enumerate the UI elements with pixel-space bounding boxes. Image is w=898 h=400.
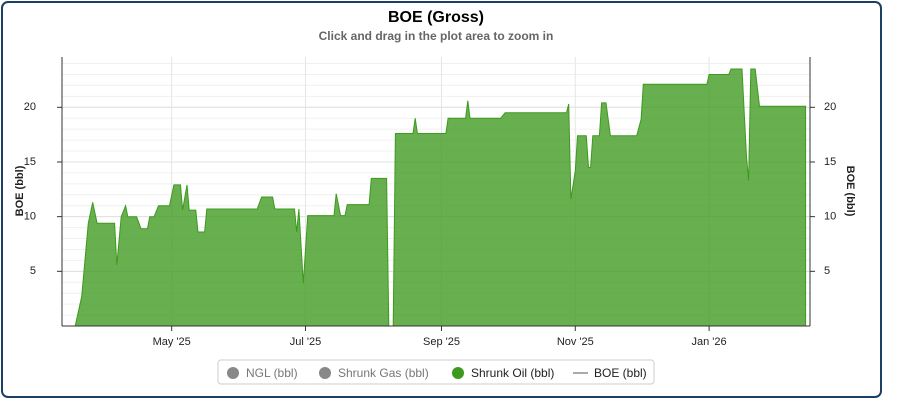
x-tick-label: Sep '25 — [423, 336, 460, 348]
chart-subtitle: Click and drag in the plot area to zoom … — [319, 29, 554, 43]
y2-tick-label: 5 — [824, 265, 830, 277]
legend-label[interactable]: BOE (bbl) — [594, 366, 647, 380]
y-tick-label: 15 — [24, 156, 36, 168]
chart-title: BOE (Gross) — [388, 9, 484, 26]
x-tick-label: Jan '26 — [692, 336, 727, 348]
y-tick-label: 10 — [24, 211, 36, 223]
x-tick-label: Jul '25 — [290, 336, 321, 348]
legend-label[interactable]: Shrunk Gas (bbl) — [338, 366, 429, 380]
legend-marker[interactable] — [452, 367, 464, 379]
y2-tick-label: 15 — [824, 156, 836, 168]
y2-tick-label: 20 — [824, 101, 836, 113]
y-tick-label: 5 — [30, 265, 36, 277]
y-axis-label: BOE (bbl) — [14, 165, 26, 216]
legend-marker[interactable] — [227, 367, 239, 379]
legend-label[interactable]: Shrunk Oil (bbl) — [471, 366, 554, 380]
y-tick-label: 20 — [24, 101, 36, 113]
legend-marker[interactable] — [319, 367, 331, 379]
x-tick-label: Nov '25 — [557, 336, 594, 348]
legend-label[interactable]: NGL (bbl) — [246, 366, 298, 380]
y2-tick-label: 10 — [824, 211, 836, 223]
y2-axis-label: BOE (bbl) — [844, 166, 856, 217]
area — [62, 68, 807, 327]
x-tick-label: May '25 — [153, 336, 191, 348]
